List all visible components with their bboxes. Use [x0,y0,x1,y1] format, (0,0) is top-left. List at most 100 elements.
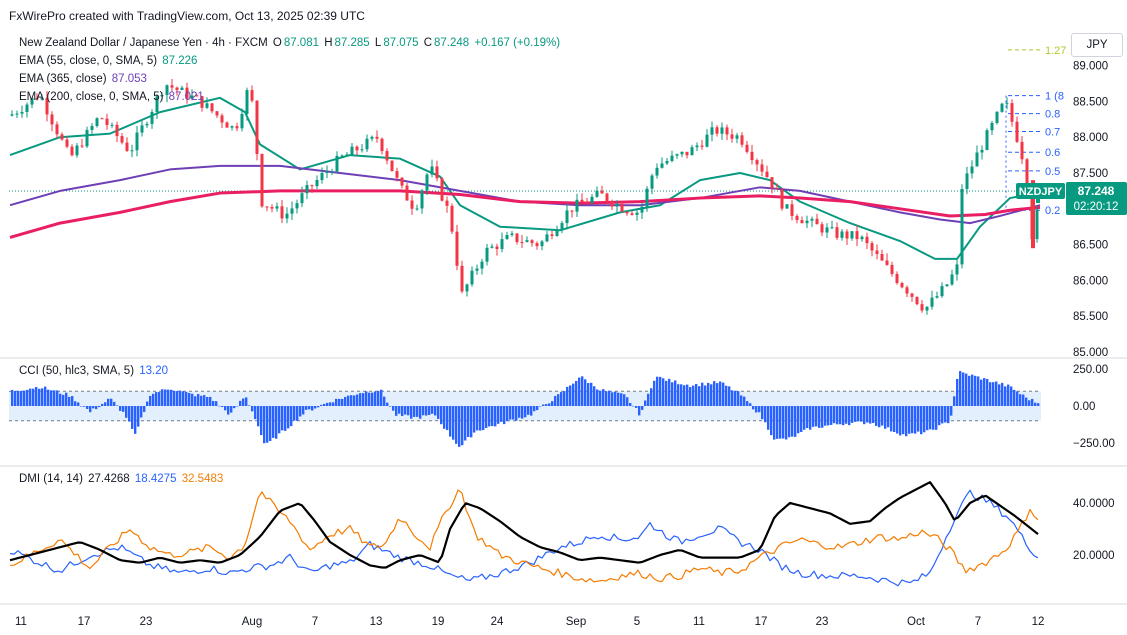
candle-body [685,151,689,156]
candle-body [825,227,829,233]
cci-bar [797,406,800,434]
cci-bar [827,406,830,426]
candle-body [340,155,344,157]
fib-level-label: 0.8 [1045,109,1060,121]
cci-bar [473,406,476,433]
cci-bar [167,389,170,406]
candle-body [865,236,869,244]
cci-bar [578,377,581,406]
cci-bar [59,393,62,406]
cci-bar [731,390,734,406]
cci-bar [962,372,965,406]
cci-bar [215,401,218,406]
dmi-tick-label: 20.0000 [1073,550,1115,562]
ema365-row[interactable]: EMA (365, close) 87.053 [19,70,562,88]
cci-bar [1013,389,1016,406]
cci-bar [911,406,914,434]
cci-bar [653,380,656,406]
cci-bar [545,404,548,406]
cci-bar [749,403,752,406]
created-header: FxWirePro created with TradingView.com, … [9,9,365,23]
cci-bar [308,406,311,410]
candle-body [695,145,699,148]
cci-bar [146,401,149,406]
candle-body [425,174,429,191]
cci-bar [965,373,968,406]
candle-body [855,231,859,240]
cci-bar [41,388,44,406]
cci-bar [758,406,761,413]
candle-body [355,146,359,151]
cci-bar [161,389,164,406]
dmi-minus-di-line [9,489,1039,583]
ema200-row[interactable]: EMA (200, close, 0, SMA, 5) 87.021 [19,88,562,106]
cci-bar [860,406,863,422]
candle-body [260,154,264,207]
cci-bar [242,398,245,406]
cci-bar [287,406,290,429]
cci-bar [935,406,938,430]
cci-bar [398,406,401,414]
cci-bar [164,389,167,406]
cci-bar [980,379,983,406]
candle-body [765,171,769,178]
cci-bar [719,381,722,406]
ema55-row[interactable]: EMA (55, close, 0, SMA, 5) 87.226 [19,52,562,70]
cci-legend[interactable]: CCI (50, hlc3, SMA, 5) 13.20 [19,365,170,377]
candle-body [670,155,674,161]
cci-bar [923,406,926,433]
candle-body [165,85,169,95]
candle-body [995,111,999,123]
currency-button[interactable]: JPY [1071,33,1123,57]
cci-bar [44,386,47,406]
cci-bar [314,406,317,409]
cci-bar [785,406,788,440]
bar-countdown-label: 02:20:12 [1074,201,1119,213]
cci-bar [266,406,269,443]
time-tick-label: Sep [566,616,586,628]
candle-body [730,134,734,139]
cci-bar [83,406,86,407]
candle-body [1035,209,1039,240]
cci-bar [329,402,332,406]
candle-body [75,145,79,156]
candle-body [1005,103,1009,105]
candle-body [820,224,824,233]
cci-bar [941,406,944,424]
candle-body [805,220,809,224]
candle-body [155,96,159,113]
ema200-label: EMA (200, close, 0, SMA, 5) [19,91,164,103]
dmi-adx-line [9,481,1039,569]
candle-body [860,236,864,240]
candle-body [960,188,964,265]
cci-bar [518,406,521,418]
candle-body [195,95,199,97]
symbol-tag-label: NZDJPY [1019,186,1063,198]
cci-bar [623,394,626,406]
candle-body [65,139,69,147]
cci-bars [9,371,1041,447]
candle-body [640,206,644,213]
cci-bar [23,390,26,406]
cci-bar [587,383,590,406]
cci-bar [680,384,683,406]
candle-body [895,273,899,283]
cci-bar [206,396,209,406]
candle-body [520,242,524,244]
cci-bar [872,406,875,424]
candle-body [760,164,764,172]
candle-body [955,264,959,275]
candle-body [755,160,759,165]
candle-body [290,208,294,214]
cci-bar [500,406,503,422]
cci-bar [281,406,284,431]
candle-body [130,150,134,152]
cci-bar [56,390,59,406]
cci-bar [401,406,404,416]
cci-bar [104,402,107,406]
cci-bar [119,406,122,411]
dmi-legend[interactable]: DMI (14, 14) 27.4268 18.4275 32.5483 [19,473,225,485]
cci-bar [986,378,989,406]
